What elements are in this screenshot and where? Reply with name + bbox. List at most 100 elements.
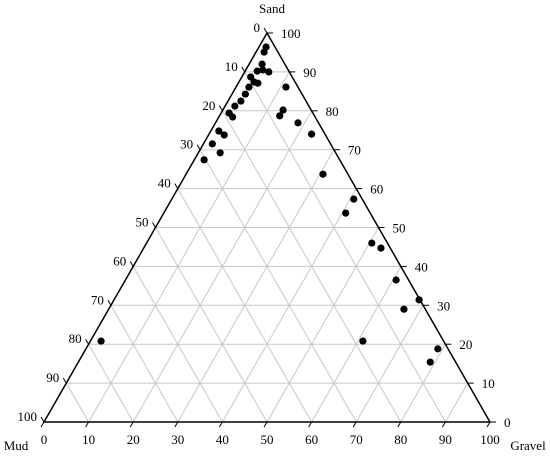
sand-tick-label: 70 [348, 143, 361, 158]
mud-tick-label: 80 [69, 331, 82, 346]
tick-mark [174, 183, 179, 189]
mud-tick-label: 50 [136, 214, 149, 229]
data-point [215, 127, 223, 135]
mud-tick-label: 0 [254, 20, 261, 35]
data-point [258, 60, 266, 68]
mud-tick-label: 20 [202, 98, 215, 113]
data-point [415, 296, 423, 304]
mud-tick-label: 30 [180, 137, 193, 152]
data-point [426, 358, 434, 366]
sand-tick-label: 60 [370, 182, 383, 197]
mud-tick-label: 10 [225, 59, 238, 74]
sand-axis-title: Sand [259, 1, 286, 16]
gravel-tick-label: 80 [394, 432, 407, 447]
gravel-tick-label: 90 [439, 432, 452, 447]
gravel-tick-label: 100 [480, 432, 500, 447]
data-point [97, 337, 105, 345]
data-point [434, 345, 442, 353]
sand-tick-label: 50 [393, 220, 406, 235]
data-point [377, 244, 385, 252]
data-point [282, 83, 290, 91]
data-point [308, 130, 316, 138]
data-point [276, 112, 284, 120]
tick-mark [152, 222, 156, 228]
grid-line [244, 71, 446, 423]
mud-tick-label: 70 [91, 292, 104, 307]
tick-mark [397, 421, 402, 428]
sand-tick-label: 80 [326, 104, 339, 119]
gravel-tick-label: 0 [41, 432, 48, 447]
tick-mark [263, 27, 268, 34]
data-point [260, 48, 268, 56]
grid-line [155, 227, 268, 423]
tick-mark [62, 377, 67, 384]
grid-line [132, 266, 223, 423]
tick-mark [441, 421, 446, 428]
grid-line [355, 305, 424, 423]
tick-mark [85, 421, 90, 428]
data-point [237, 97, 245, 105]
grid-line [88, 71, 290, 423]
gravel-tick-label: 10 [82, 432, 95, 447]
grid-line [221, 110, 402, 423]
grid-line [88, 343, 134, 423]
tick-mark [40, 421, 45, 428]
tick-mark [218, 421, 223, 428]
gravel-tick-label: 70 [350, 432, 363, 447]
tick-mark [196, 144, 201, 150]
data-point [208, 140, 216, 148]
tick-mark [174, 421, 179, 428]
data-point [279, 106, 287, 114]
gravel-axis-title: Gravel [510, 438, 546, 453]
gravel-tick-label: 50 [261, 432, 274, 447]
data-point [247, 73, 255, 81]
sand-tick-label: 30 [437, 298, 450, 313]
data-point [392, 276, 400, 284]
sand-tick-label: 40 [415, 259, 428, 274]
gravel-tick-label: 30 [171, 432, 184, 447]
sand-tick-label: 0 [504, 415, 511, 430]
tick-mark [486, 421, 491, 428]
data-point [400, 305, 408, 313]
data-point [200, 156, 208, 164]
data-point [368, 239, 376, 247]
tick-mark [218, 105, 223, 112]
grid-line [177, 188, 313, 423]
gravel-tick-label: 60 [305, 432, 318, 447]
tick-mark [107, 300, 112, 306]
gravel-tick-label: 40 [216, 432, 229, 447]
data-point [231, 102, 239, 110]
mud-tick-label: 100 [18, 409, 38, 424]
grid-line [266, 227, 379, 423]
data-point [259, 66, 267, 74]
data-point [265, 68, 273, 76]
tick-mark [308, 421, 313, 428]
data-point [216, 149, 224, 157]
sand-tick-label: 10 [482, 376, 495, 391]
grid-line [110, 305, 179, 423]
tick-mark [263, 421, 268, 428]
sand-tick-label: 90 [303, 65, 316, 80]
data-point [319, 170, 327, 178]
grid-line [177, 149, 335, 423]
sand-tick-label: 20 [459, 337, 472, 352]
data-point [229, 113, 237, 121]
data-point [359, 337, 367, 345]
tick-mark [129, 421, 134, 428]
grid-line [199, 149, 357, 423]
tick-mark [40, 416, 45, 423]
mud-tick-label: 40 [158, 176, 171, 191]
mud-tick-label: 60 [113, 253, 126, 268]
data-point [294, 119, 302, 127]
data-point [241, 90, 249, 98]
data-point [253, 67, 261, 75]
sand-tick-label: 100 [281, 26, 301, 41]
tick-mark [129, 261, 134, 267]
data-point [245, 83, 253, 91]
grid-line [444, 382, 469, 423]
tick-mark [352, 421, 357, 428]
gravel-tick-label: 20 [127, 432, 140, 447]
data-point [342, 209, 350, 217]
mud-axis-title: Mud [4, 438, 29, 453]
